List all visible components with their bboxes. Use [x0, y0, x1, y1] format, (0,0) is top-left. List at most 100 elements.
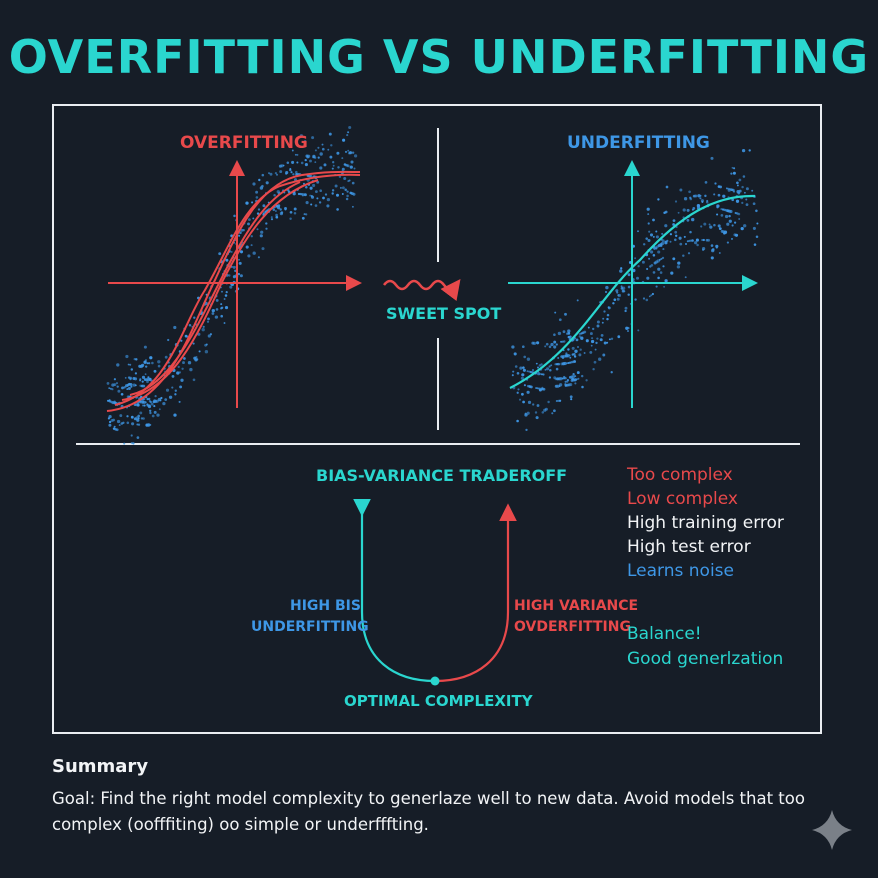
scatter-dot — [312, 183, 316, 188]
scatter-dot — [702, 238, 705, 242]
scatter-dot — [558, 318, 562, 322]
scatter-dot — [704, 181, 708, 184]
scatter-dot — [296, 161, 299, 164]
scatter-dot — [192, 342, 195, 345]
scatter-dot — [239, 231, 242, 235]
scatter-dot — [193, 356, 197, 360]
scatter-dot — [252, 217, 255, 220]
scatter-dot — [305, 213, 308, 216]
scatter-dot — [215, 298, 219, 302]
scatter-dot — [233, 214, 236, 218]
scatter-dot — [661, 239, 665, 243]
scatter-dot — [752, 202, 756, 206]
scatter-dot — [286, 161, 290, 164]
scatter-dot — [237, 272, 241, 276]
scatter-dot — [294, 153, 297, 156]
scatter-dot — [268, 172, 270, 175]
scatter-dot — [559, 377, 563, 381]
scatter-dot — [516, 419, 519, 423]
scatter-dot — [660, 257, 663, 260]
scatter-dot — [691, 217, 695, 222]
scatter-dot — [262, 204, 266, 208]
scatter-dot — [118, 424, 121, 427]
scatter-dot — [601, 321, 604, 324]
scatter-dot — [319, 152, 323, 156]
scatter-dot — [535, 416, 539, 420]
scatter-dot — [647, 213, 650, 216]
scatter-dot — [189, 367, 193, 372]
scatter-dot — [220, 307, 223, 310]
scatter-dot — [521, 345, 525, 349]
scatter-dot — [245, 245, 249, 249]
scatter-dot — [731, 166, 734, 169]
scatter-dot — [135, 358, 138, 361]
scatter-dot — [555, 367, 559, 371]
scatter-dot — [602, 317, 605, 320]
scatter-dot — [526, 357, 531, 361]
scatter-dot — [679, 242, 683, 246]
scatter-dot — [560, 340, 563, 343]
scatter-dot — [127, 387, 131, 390]
scatter-dot — [353, 167, 356, 170]
scatter-dot — [314, 149, 317, 152]
scatter-dot — [145, 365, 148, 368]
scatter-dot — [280, 164, 284, 168]
scatter-dot — [598, 357, 602, 361]
scatter-dot — [338, 175, 342, 178]
scatter-dot — [527, 400, 532, 405]
scatter-dot — [292, 173, 295, 176]
scatter-dot — [324, 193, 328, 196]
scatter-dot — [220, 303, 223, 306]
scatter-dot — [351, 205, 354, 208]
scatter-dot — [146, 423, 151, 427]
scatter-dot — [596, 337, 599, 340]
scatter-dot — [663, 285, 666, 288]
scatter-dot — [346, 164, 350, 168]
scatter-dot — [709, 225, 713, 229]
scatter-dot — [686, 240, 689, 243]
scatter-dot — [650, 294, 653, 297]
scatter-dot — [636, 276, 639, 280]
scatter-dot — [129, 377, 132, 381]
scatter-dot — [700, 225, 703, 228]
scatter-dot — [676, 265, 681, 269]
scatter-dot — [696, 243, 699, 247]
scatter-dot — [647, 238, 651, 243]
scatter-dot — [731, 188, 735, 192]
scatter-dot — [650, 264, 654, 267]
scatter-dot — [650, 250, 654, 254]
scatter-dot — [144, 359, 148, 362]
scatter-dot — [637, 230, 639, 233]
scatter-dot — [583, 352, 586, 354]
scatter-dot — [167, 338, 170, 342]
scatter-dot — [541, 411, 545, 414]
scatter-dot — [612, 302, 615, 305]
scatter-dot — [548, 376, 552, 379]
scatter-dot — [265, 227, 268, 230]
scatter-dot — [711, 248, 715, 253]
scatter-dot — [565, 352, 568, 355]
scatter-dot — [745, 187, 749, 191]
scatter-dot — [336, 208, 339, 211]
scatter-dot — [716, 206, 719, 209]
scatter-dot — [108, 414, 112, 419]
scatter-dot — [120, 392, 124, 396]
scatter-dot — [339, 186, 342, 189]
scatter-dot — [314, 161, 317, 164]
scatter-dot — [331, 192, 334, 195]
scatter-dot — [657, 276, 660, 280]
scatter-dot — [142, 417, 145, 420]
scatter-dot — [514, 365, 518, 368]
scatter-dot — [345, 197, 349, 201]
scatter-dot — [617, 335, 621, 339]
scatter-dot — [148, 397, 151, 401]
scatter-dot — [718, 227, 722, 231]
scatter-dot — [615, 289, 619, 293]
scatter-dot — [578, 353, 582, 357]
scatter-dot — [647, 222, 650, 225]
scatter-dot — [327, 148, 330, 151]
scatter-dot — [634, 298, 637, 301]
scatter-dot — [115, 428, 119, 432]
scatter-dot — [657, 250, 661, 254]
scatter-dot — [701, 248, 705, 252]
